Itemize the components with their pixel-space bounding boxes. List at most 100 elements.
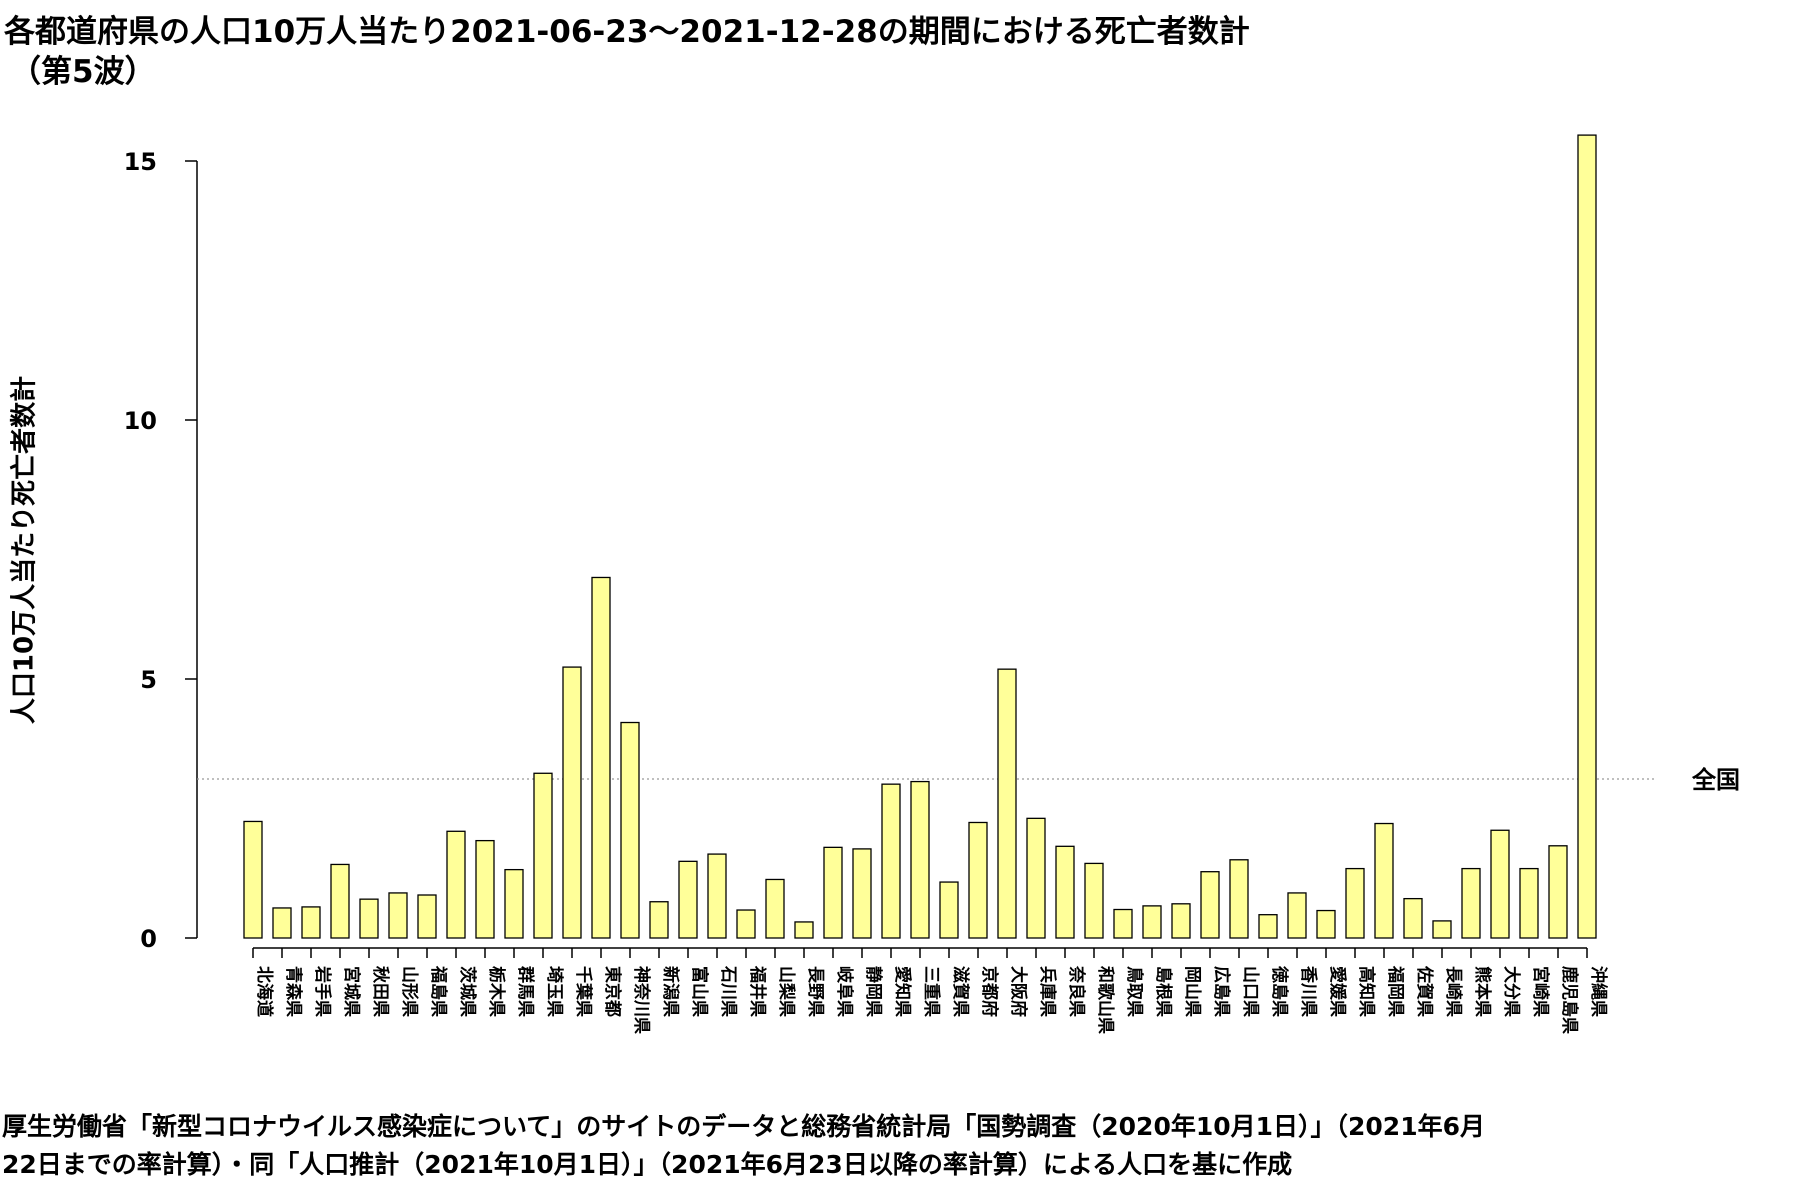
- bar: [939, 881, 959, 939]
- bar: [649, 901, 669, 939]
- bar: [1200, 871, 1220, 939]
- bar: [1519, 867, 1539, 939]
- x-tick-label: 山梨県: [776, 966, 797, 1017]
- x-tick-label: 千葉県: [573, 966, 594, 1017]
- bar: [1345, 867, 1365, 939]
- x-tick-label: 山形県: [399, 966, 420, 1017]
- x-tick-label: 静岡県: [863, 966, 884, 1017]
- x-tick-label: 大阪府: [1008, 966, 1029, 1017]
- x-tick-label: 山口県: [1240, 966, 1260, 1017]
- bar: [1374, 822, 1394, 939]
- bar: [1461, 867, 1481, 939]
- bar: [1229, 859, 1249, 939]
- y-tick-label: 5: [140, 666, 157, 694]
- x-tick-label: 島根県: [1153, 966, 1174, 1017]
- x-tick-label: 福岡県: [1385, 965, 1406, 1017]
- x-tick-label: 兵庫県: [1037, 966, 1058, 1017]
- bar: [1490, 829, 1510, 939]
- x-tick-label: 佐賀県: [1414, 965, 1435, 1017]
- bar: [1316, 909, 1336, 939]
- bar: [707, 853, 727, 939]
- x-tick-label: 愛媛県: [1327, 966, 1348, 1017]
- x-tick-label: 新潟県: [660, 966, 681, 1017]
- bar: [881, 783, 901, 939]
- bar: [1403, 897, 1423, 939]
- bar: [388, 892, 408, 939]
- bar: [591, 576, 611, 939]
- x-tick-label: 栃木県: [486, 966, 507, 1017]
- x-tick-label: 徳島県: [1269, 965, 1290, 1017]
- bar: [823, 846, 843, 939]
- bar: [678, 860, 698, 939]
- y-tick-label: 15: [124, 148, 157, 176]
- x-tick-label: 福井県: [747, 965, 768, 1017]
- x-tick-label: 茨城県: [457, 966, 478, 1017]
- national-average-reference: 全国: [197, 766, 1740, 794]
- x-tick-label: 鹿児島県: [1559, 966, 1580, 1034]
- bars-group: [243, 134, 1597, 939]
- x-tick-label: 埼玉県: [544, 966, 565, 1017]
- bar: [475, 839, 495, 939]
- x-tick-label: 岩手県: [312, 965, 333, 1017]
- x-tick-label: 宮城県: [341, 966, 362, 1017]
- bar: [765, 878, 785, 939]
- x-tick-label: 北海道: [254, 966, 275, 1017]
- x-tick-label: 岐阜県: [834, 966, 855, 1017]
- bar: [1258, 914, 1278, 939]
- x-tick-label: 石川県: [718, 965, 738, 1017]
- y-tick-label: 10: [124, 407, 157, 435]
- bar: [562, 666, 582, 939]
- x-tick-label: 宮崎県: [1530, 966, 1551, 1017]
- bar: [1287, 892, 1307, 939]
- bar: [1432, 920, 1452, 939]
- x-axis: 北海道 青森県 岩手県 宮城県 秋田県 山形県 福島県 茨城県 栃木県 群馬県 埼玉県 千葉県 東京都神…: [252, 947, 1609, 1034]
- bar: [504, 868, 524, 939]
- x-tick-label: 広島県: [1211, 966, 1232, 1017]
- source-note: 厚生労働省「新型コロナウイルス感染症について」のサイトのデータと総務省統計局「国…: [2, 1108, 1798, 1184]
- x-tick-label: 秋田県: [370, 966, 391, 1017]
- x-tick-label: 鳥取県: [1124, 966, 1145, 1017]
- chart-title-main: 各都道府県の人口10万人当たり2021-06-23〜2021-12-28の期間に…: [4, 14, 1250, 50]
- x-tick-label: 福島県: [428, 965, 449, 1017]
- bar: [910, 780, 930, 939]
- source-note-line-2: 22日までの率計算）・同「人口推計（2021年10月1日）」（2021年6月23…: [2, 1150, 1293, 1179]
- x-tick-label: 大分県: [1501, 966, 1522, 1017]
- reference-line-label: 全国: [1691, 766, 1740, 794]
- bar: [1055, 845, 1075, 939]
- bar: [272, 907, 292, 939]
- bar: [1026, 817, 1046, 939]
- bar: [736, 909, 756, 939]
- bar: [301, 906, 321, 939]
- x-tick-label: 香川県: [1298, 966, 1318, 1017]
- bar: [852, 848, 872, 939]
- x-tick-label: 富山県: [689, 966, 710, 1017]
- x-tick-label: 京都府: [979, 966, 1000, 1017]
- bar: [243, 820, 263, 939]
- x-tick-label: 愛知県: [892, 966, 913, 1017]
- chart-subtitle: （第5波）: [10, 54, 156, 90]
- x-tick-label: 群馬県: [515, 966, 536, 1017]
- source-note-line-1: 厚生労働省「新型コロナウイルス感染症について」のサイトのデータと総務省統計局「国…: [2, 1112, 1485, 1141]
- x-tick-label: 高知県: [1356, 966, 1377, 1017]
- bar: [997, 668, 1017, 939]
- chart-title: 各都道府県の人口10万人当たり2021-06-23〜2021-12-28の期間に…: [4, 12, 1250, 92]
- x-tick-label: 長崎県: [1443, 966, 1464, 1017]
- x-tick-label: 青森県: [283, 966, 304, 1017]
- x-tick-label: 長野県: [805, 966, 825, 1017]
- y-axis: 0 5 10 15: [124, 148, 198, 953]
- bar: [620, 721, 640, 939]
- bar: [968, 821, 988, 939]
- bar: [446, 830, 466, 939]
- bar: [1548, 845, 1568, 939]
- x-tick-label: 奈良県: [1066, 965, 1087, 1017]
- bar: [417, 894, 437, 939]
- x-tick-label: 和歌山県: [1095, 966, 1116, 1034]
- bar: [1171, 903, 1191, 939]
- bar: [533, 772, 553, 939]
- x-tick-label: 東京都: [602, 966, 623, 1017]
- bar: [1084, 862, 1104, 939]
- x-tick-label: 滋賀県: [950, 966, 971, 1017]
- y-tick-label: 0: [140, 925, 157, 953]
- x-tick-label: 神奈川県: [631, 966, 652, 1034]
